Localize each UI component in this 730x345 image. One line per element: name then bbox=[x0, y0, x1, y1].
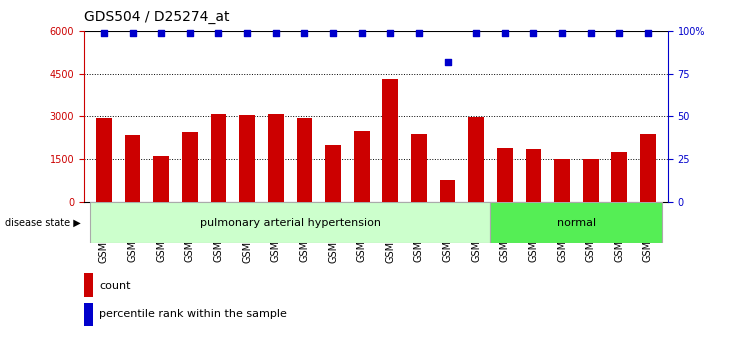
Bar bbox=[583, 159, 599, 202]
Bar bbox=[468, 117, 484, 202]
Point bbox=[98, 30, 110, 36]
Point bbox=[270, 30, 282, 36]
Point bbox=[356, 30, 367, 36]
Bar bbox=[554, 159, 570, 202]
Point bbox=[470, 30, 482, 36]
Point bbox=[528, 30, 539, 36]
Bar bbox=[612, 152, 627, 202]
Text: pulmonary arterial hypertension: pulmonary arterial hypertension bbox=[199, 218, 380, 227]
Text: disease state ▶: disease state ▶ bbox=[4, 218, 80, 227]
Bar bbox=[90, 202, 491, 243]
Point bbox=[556, 30, 568, 36]
Point bbox=[127, 30, 139, 36]
Point bbox=[327, 30, 339, 36]
Bar bbox=[296, 118, 312, 202]
Bar bbox=[411, 134, 427, 202]
Point bbox=[184, 30, 196, 36]
Point bbox=[442, 59, 453, 65]
Bar bbox=[182, 132, 198, 202]
Bar bbox=[325, 145, 341, 202]
Point bbox=[613, 30, 625, 36]
Point bbox=[642, 30, 654, 36]
Bar bbox=[239, 115, 255, 202]
Point bbox=[385, 30, 396, 36]
Point bbox=[413, 30, 425, 36]
Point bbox=[212, 30, 224, 36]
Point bbox=[155, 30, 167, 36]
Bar bbox=[211, 114, 226, 202]
Bar bbox=[125, 135, 140, 202]
Bar bbox=[640, 134, 656, 202]
Point bbox=[242, 30, 253, 36]
Bar bbox=[526, 149, 541, 202]
Point bbox=[299, 30, 310, 36]
Bar bbox=[153, 156, 169, 202]
Bar bbox=[491, 202, 662, 243]
Bar bbox=[354, 131, 369, 202]
Bar bbox=[439, 180, 456, 202]
Bar bbox=[268, 114, 284, 202]
Point bbox=[499, 30, 510, 36]
Text: normal: normal bbox=[557, 218, 596, 227]
Text: GDS504 / D25274_at: GDS504 / D25274_at bbox=[84, 10, 229, 24]
Bar bbox=[497, 148, 512, 202]
Bar bbox=[383, 79, 398, 202]
Bar bbox=[96, 118, 112, 202]
Point bbox=[585, 30, 596, 36]
Text: percentile rank within the sample: percentile rank within the sample bbox=[99, 309, 287, 319]
Text: count: count bbox=[99, 282, 131, 292]
